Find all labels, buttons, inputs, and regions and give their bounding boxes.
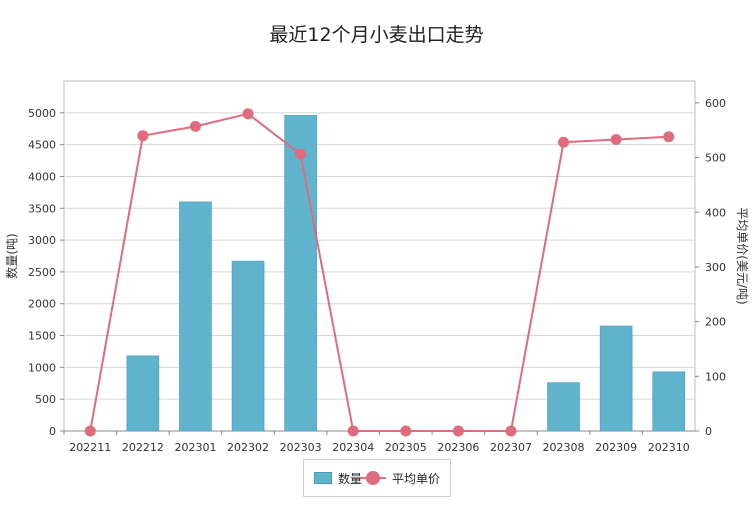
price-point — [505, 425, 517, 437]
left-tick-label: 3000 — [28, 234, 56, 247]
x-tick-label: 202303 — [280, 441, 322, 454]
legend-bar-swatch — [314, 472, 332, 484]
chart-title: 最近12个月小麦出口走势 — [269, 24, 484, 46]
right-tick-label: 0 — [705, 425, 712, 438]
bar — [231, 260, 265, 432]
x-tick-label: 202211 — [69, 441, 111, 454]
price-point — [610, 134, 622, 146]
bar — [599, 325, 633, 432]
price-point — [84, 425, 96, 437]
right-tick-label: 400 — [705, 206, 726, 219]
x-tick-label: 202308 — [543, 441, 585, 454]
price-point — [663, 131, 675, 143]
right-tick-label: 200 — [705, 316, 726, 329]
right-tick-label: 600 — [705, 97, 726, 110]
right-tick-label: 500 — [705, 152, 726, 165]
x-tick-label: 202306 — [437, 441, 479, 454]
price-point — [400, 425, 412, 437]
legend-line-label: 平均单价 — [392, 472, 441, 486]
price-point — [347, 425, 359, 437]
right-tick-label: 300 — [705, 261, 726, 274]
price-line — [89, 112, 669, 432]
left-tick-label: 1000 — [28, 361, 56, 374]
left-tick-label: 2500 — [28, 266, 56, 279]
x-tick-label: 202307 — [490, 441, 532, 454]
legend-marker-icon — [366, 471, 380, 485]
left-tick-label: 5000 — [28, 107, 56, 120]
y-axis-left-label: 数量(吨) — [4, 233, 19, 278]
left-tick-label: 500 — [35, 393, 56, 406]
bar — [547, 382, 580, 432]
price-point — [295, 148, 307, 160]
x-tick-label: 202302 — [227, 441, 269, 454]
bar — [126, 355, 160, 432]
right-tick-label: 100 — [705, 370, 726, 383]
left-tick-label: 4500 — [28, 139, 56, 152]
price-point — [137, 130, 149, 142]
price-point — [452, 425, 464, 437]
left-tick-label: 1500 — [28, 330, 56, 343]
price-point — [242, 108, 254, 120]
x-tick-label: 202304 — [332, 441, 374, 454]
left-tick-label: 0 — [49, 425, 56, 438]
left-tick-label: 2000 — [28, 298, 56, 311]
x-tick-label: 202310 — [648, 441, 690, 454]
left-tick-label: 4000 — [28, 170, 56, 183]
bar — [652, 371, 686, 432]
x-tick-label: 202212 — [122, 441, 164, 454]
price-point — [558, 136, 570, 148]
legend: 数量 平均单价 — [303, 459, 451, 497]
price-point — [189, 120, 201, 132]
bar — [179, 201, 212, 432]
x-tick-label: 202309 — [595, 441, 637, 454]
left-tick-label: 3500 — [28, 202, 56, 215]
legend-bar-label: 数量 — [338, 472, 363, 486]
x-tick-label: 202305 — [385, 441, 427, 454]
bar — [284, 115, 317, 432]
y-axis-right-label: 平均单价(美元/吨) — [735, 207, 749, 304]
x-tick-label: 202301 — [174, 441, 216, 454]
